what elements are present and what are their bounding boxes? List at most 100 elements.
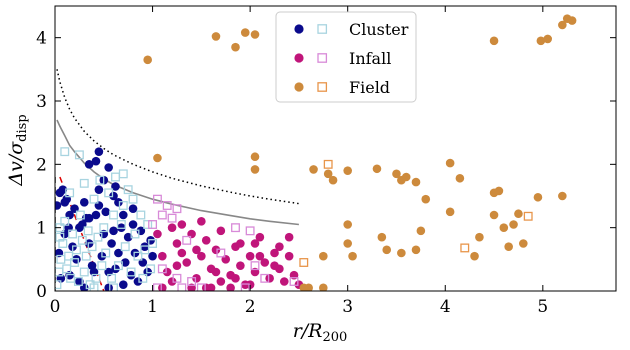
legend-field-square [317, 82, 328, 92]
field-member-point [455, 173, 465, 183]
infall-member-point [172, 261, 182, 270]
infall-candidate-point [250, 261, 260, 271]
field-member-point [343, 166, 352, 175]
field-candidate-point [523, 211, 533, 221]
field-member-point [348, 251, 357, 261]
cluster-candidate-point [113, 261, 123, 271]
field-member-point [377, 232, 387, 242]
field-member-point [470, 251, 479, 261]
infall-member-point [226, 283, 235, 291]
infall-member-point [270, 261, 279, 270]
infall-member-point [182, 258, 192, 267]
x-tick-label-1: 1 [147, 297, 158, 317]
infall-member-point [231, 274, 240, 283]
infall-member-point [192, 245, 201, 255]
field-member-point [382, 245, 392, 255]
infall-member-point [284, 251, 294, 261]
infall-member-point [197, 217, 206, 226]
infall-candidate-point [289, 277, 299, 286]
field-member-point [401, 172, 411, 182]
x-tick-label-2: 2 [245, 297, 256, 317]
infall-member-point [270, 248, 279, 258]
cluster-candidate-point [65, 188, 75, 198]
cluster-member-point [114, 198, 123, 207]
data-points [55, 14, 577, 291]
infall-candidate-point [152, 194, 162, 204]
cluster-member-point [107, 239, 116, 248]
cluster-candidate-point [64, 251, 74, 261]
infall-member-point [201, 283, 211, 291]
x-tick-label-3: 3 [342, 297, 353, 317]
field-member-point [567, 16, 577, 25]
cluster-candidate-point [95, 175, 105, 185]
field-member-point [533, 192, 543, 202]
field-candidate-point [299, 258, 309, 267]
cluster-candidate-point [101, 248, 111, 258]
cluster-candidate-point [81, 251, 91, 261]
infall-candidate-point [157, 210, 167, 220]
infall-member-point [236, 261, 245, 270]
y-tick-label-4: 4 [36, 29, 47, 49]
field-member-point [153, 153, 162, 163]
cluster-candidate-point [89, 283, 99, 291]
field-member-point [343, 220, 352, 229]
cluster-candidate-point [73, 277, 83, 286]
cluster-member-point [84, 213, 94, 223]
field-member-point [494, 186, 504, 196]
infall-candidate-point [172, 204, 182, 214]
field-member-point [411, 245, 421, 255]
infall-member-point [192, 274, 201, 283]
cluster-member-point [118, 210, 128, 220]
cluster-candidate-point [93, 232, 103, 242]
infall-candidate-point [231, 223, 240, 233]
cluster-candidate-point [55, 280, 62, 290]
cluster-candidate-point [89, 194, 99, 204]
x-tick-label-0: 0 [50, 297, 61, 317]
infall-member-point [245, 251, 255, 261]
cluster-member-point [118, 280, 128, 289]
infall-member-point [201, 236, 211, 245]
infall-member-point [177, 248, 187, 258]
infall-member-point [236, 239, 245, 248]
legend-infall-label: Infall [349, 49, 391, 68]
cluster-member-point [94, 185, 104, 194]
cluster-member-point [120, 258, 130, 267]
field-member-point [543, 34, 553, 44]
field-member-point [392, 169, 401, 179]
cluster-member-point [133, 277, 143, 286]
cluster-candidate-point [128, 194, 138, 204]
infall-candidate-point [187, 277, 197, 286]
infall-candidate-point [182, 235, 192, 245]
axis-ticks: 0 1 2 3 4 5 0 1 2 3 4 [36, 6, 616, 317]
cluster-candidate-point [126, 267, 136, 277]
cluster-candidate-point [79, 178, 89, 188]
field-member-point [319, 251, 328, 261]
cluster-member-point [128, 204, 138, 213]
y-tick-label-2: 2 [36, 155, 47, 175]
field-member-point [499, 223, 509, 232]
field-member-point [211, 32, 221, 41]
legend-box [275, 11, 417, 103]
field-member-point [514, 209, 523, 219]
infall-candidate-point [216, 248, 226, 258]
infall-candidate-point [148, 220, 158, 229]
infall-member-point [260, 258, 270, 267]
cluster-member-point [104, 283, 113, 291]
infall-candidate-point [196, 283, 206, 291]
cluster-candidate-point [58, 239, 68, 248]
infall-candidate-point [245, 226, 255, 236]
cluster-candidate-point [109, 283, 118, 291]
field-candidate-point [460, 243, 470, 253]
field-member-point [328, 175, 338, 185]
infall-member-point [162, 267, 172, 277]
field-member-point [445, 207, 455, 217]
field-member-point [323, 169, 333, 179]
cluster-candidate-point [91, 273, 101, 283]
cluster-candidate-point [75, 210, 85, 220]
legend-infall-circle [294, 53, 304, 63]
infall-candidate-point [157, 264, 167, 274]
field-member-point [558, 191, 567, 201]
field-member-point [372, 164, 382, 174]
legend-infall-square [317, 53, 328, 63]
